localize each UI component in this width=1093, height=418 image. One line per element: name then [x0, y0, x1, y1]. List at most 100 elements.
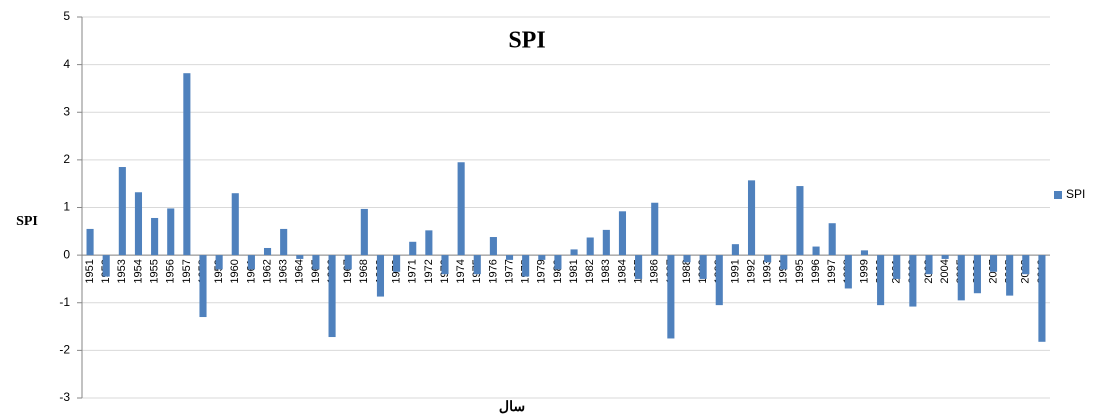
bar	[102, 255, 110, 277]
x-tick-label: 1972	[423, 259, 435, 283]
bar	[602, 229, 610, 256]
x-tick-label: 1962	[261, 259, 273, 283]
bar	[312, 255, 320, 270]
x-tick-label: 1979	[536, 259, 548, 283]
bar	[167, 208, 175, 256]
y-tick-label: 0	[63, 247, 70, 261]
bar	[86, 228, 94, 256]
bar	[941, 255, 949, 259]
bar	[473, 255, 481, 275]
x-tick-label: 1960	[229, 259, 241, 283]
x-tick-label: 1995	[794, 259, 806, 283]
bar	[715, 255, 723, 306]
x-tick-label: 1974	[455, 259, 467, 283]
bar	[957, 255, 965, 301]
bar	[215, 255, 223, 270]
bar	[360, 208, 368, 256]
bar	[134, 192, 143, 256]
bar	[844, 255, 852, 289]
bar	[296, 255, 304, 259]
x-tick-label: 1951	[84, 259, 96, 283]
y-tick-label: 2	[63, 152, 70, 166]
bar	[231, 193, 239, 256]
bar	[522, 255, 530, 277]
x-tick-label: 1983	[600, 259, 612, 283]
x-tick-label: 1971	[407, 259, 419, 283]
x-tick-label: 2004	[939, 259, 951, 283]
x-tick-label: 1956	[165, 259, 177, 283]
bar	[812, 246, 820, 256]
y-tick-label: 3	[63, 104, 70, 118]
x-tick-label: 1963	[278, 259, 290, 283]
x-tick-label: 1981	[568, 259, 580, 283]
bar	[425, 230, 433, 256]
bar	[683, 255, 691, 263]
bar	[764, 255, 772, 263]
x-tick-label: 1993	[762, 259, 774, 283]
bar	[1038, 255, 1046, 342]
x-tick-label: 1982	[584, 259, 596, 283]
x-tick-label: 1986	[649, 259, 661, 283]
y-tick-label: -3	[59, 390, 70, 404]
bar	[989, 255, 998, 272]
bar	[441, 255, 449, 275]
bar	[570, 249, 578, 256]
x-tick-label: 1954	[132, 259, 144, 283]
bar	[860, 250, 869, 256]
x-tick-label: 1984	[616, 259, 628, 283]
x-tick-label: 1977	[503, 259, 515, 283]
y-tick-label: 4	[63, 57, 70, 71]
x-tick-label: 1991	[729, 259, 741, 283]
bar	[1022, 255, 1030, 275]
x-tick-label: 1957	[181, 259, 193, 283]
bar	[618, 211, 627, 256]
bar	[409, 241, 417, 256]
bar	[554, 255, 562, 270]
bar	[909, 255, 917, 307]
legend-swatch	[1054, 191, 1062, 199]
y-tick-label: 5	[63, 9, 70, 23]
bar	[489, 237, 497, 256]
bar	[651, 202, 659, 256]
bar	[747, 180, 756, 256]
bar	[538, 255, 546, 260]
x-axis-label: سال	[499, 400, 525, 415]
y-axis-label: SPI	[16, 214, 38, 229]
bar	[393, 255, 401, 272]
x-tick-label: 1976	[487, 259, 499, 283]
x-tick-label: 1997	[826, 259, 838, 283]
bar	[263, 247, 272, 256]
bar	[280, 228, 288, 256]
bar	[505, 255, 514, 260]
y-tick-label: -2	[59, 343, 70, 357]
x-tick-label: 1999	[858, 259, 870, 283]
x-tick-label: 1968	[358, 259, 370, 283]
x-tick-label: 1988	[681, 259, 693, 283]
bar	[828, 223, 836, 256]
bar	[893, 255, 901, 279]
bar	[699, 255, 707, 279]
bar	[925, 255, 933, 275]
bar	[973, 255, 981, 294]
legend-label: SPI	[1066, 187, 1085, 201]
bar	[796, 186, 804, 256]
bar	[780, 255, 788, 270]
bar	[731, 244, 739, 256]
bar	[199, 255, 207, 318]
bar	[635, 255, 643, 279]
y-tick-label: -1	[59, 295, 70, 309]
x-tick-label: 1996	[810, 259, 822, 283]
bar	[344, 255, 352, 270]
x-tick-label: 1955	[149, 259, 161, 283]
x-tick-label: 1953	[116, 259, 128, 283]
bar	[457, 162, 465, 256]
bar	[376, 255, 385, 297]
bar	[328, 255, 336, 338]
bar	[586, 237, 594, 256]
y-tick-label: 1	[63, 200, 70, 214]
chart-title: SPI	[508, 28, 545, 54]
bar	[877, 255, 885, 306]
x-tick-label: 1992	[745, 259, 757, 283]
bar	[183, 73, 191, 256]
